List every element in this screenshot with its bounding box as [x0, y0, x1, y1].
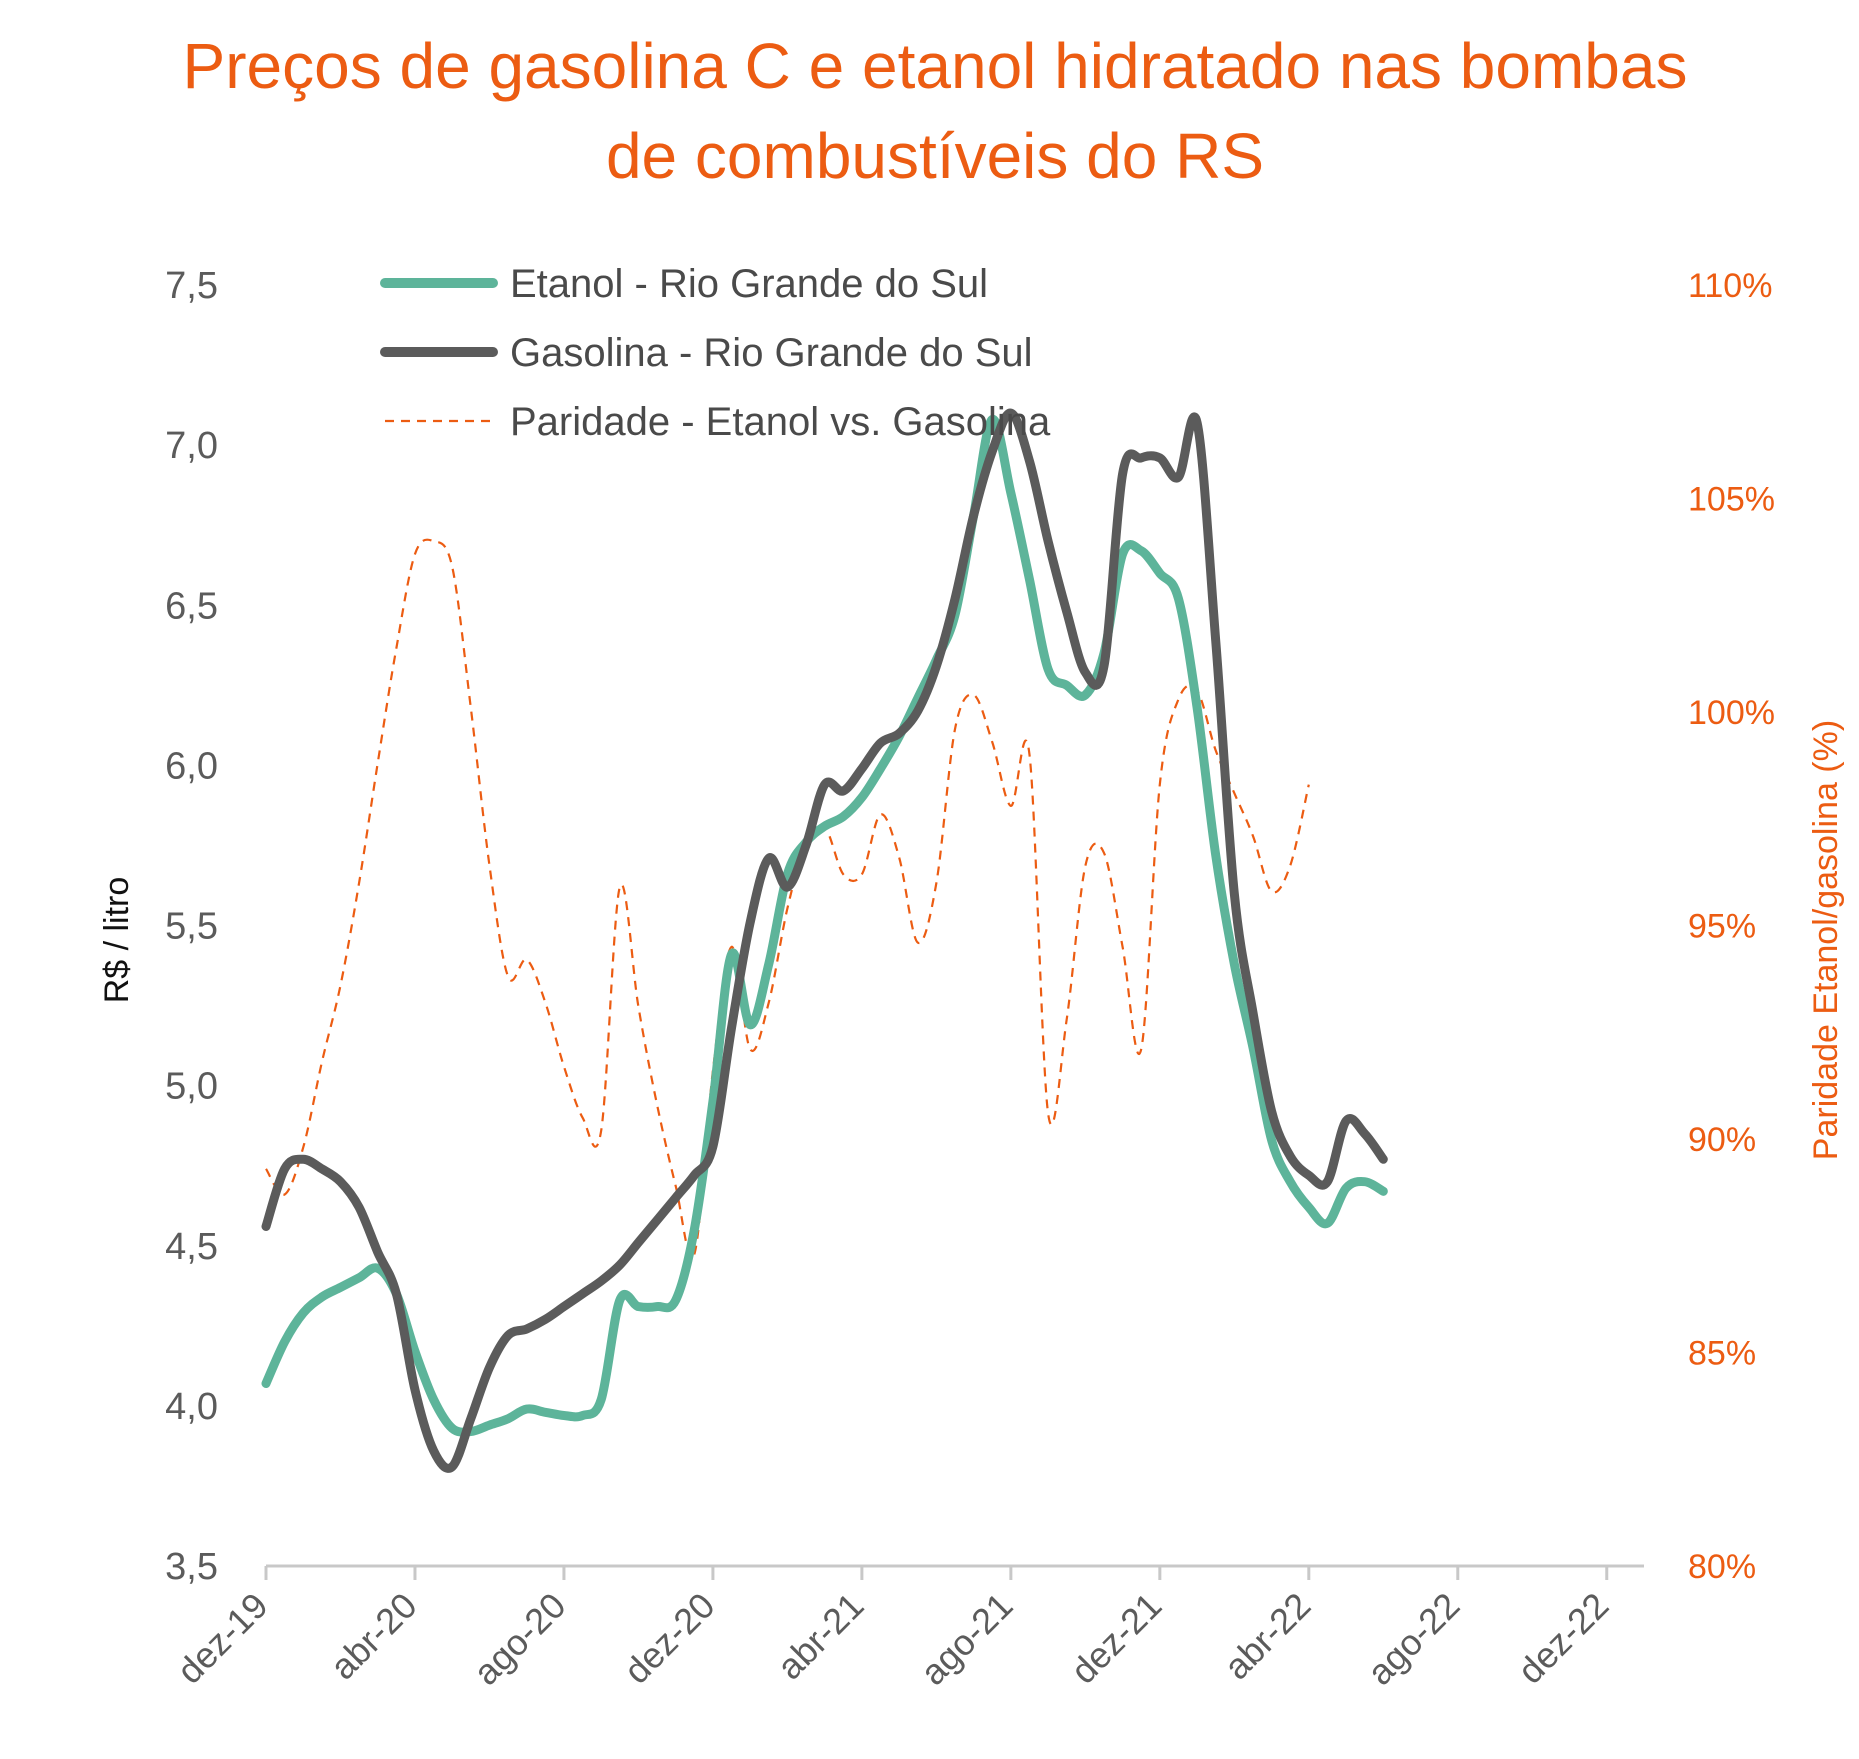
right-tick-label: 110% — [1688, 267, 1772, 305]
left-tick-label: 6,0 — [165, 745, 218, 787]
chart-title-line-2: de combustíveis do RS — [606, 120, 1264, 192]
left-axis-label: R$ / litro — [98, 877, 136, 1004]
right-tick-label: 95% — [1688, 908, 1756, 946]
left-axis-ticks: 3,5 4,0 4,5 5,0 5,5 6,0 6,5 7,0 7,5 — [165, 265, 218, 1588]
left-tick-label: 7,0 — [165, 425, 218, 467]
x-tick-label: abr-20 — [322, 1585, 425, 1688]
legend-paridade-label: Paridade - Etanol vs. Gasolina — [510, 400, 1051, 444]
series-paridade-line — [265, 538, 1310, 1259]
left-tick-label: 7,5 — [165, 265, 218, 307]
x-tick-label: dez-20 — [616, 1585, 723, 1692]
right-tick-label: 85% — [1688, 1335, 1756, 1373]
right-tick-label: 90% — [1688, 1121, 1756, 1159]
series-layer — [261, 408, 1388, 1473]
left-tick-label: 5,5 — [165, 906, 218, 948]
x-tick-label: ago-22 — [1359, 1585, 1467, 1693]
left-tick-label: 4,5 — [165, 1226, 218, 1268]
legend: Etanol - Rio Grande do Sul Gasolina - Ri… — [380, 262, 1051, 444]
x-tick-label: dez-22 — [1510, 1585, 1617, 1692]
right-tick-label: 100% — [1688, 694, 1775, 732]
right-tick-label: 80% — [1688, 1548, 1756, 1586]
chart-title-line-1: Preços de gasolina C e etanol hidratado … — [183, 30, 1688, 102]
left-tick-label: 5,0 — [165, 1066, 218, 1108]
legend-gasolina-label: Gasolina - Rio Grande do Sul — [510, 331, 1033, 375]
left-tick-label: 6,5 — [165, 585, 218, 627]
series-gasolina-line — [261, 408, 1388, 1473]
x-tick-label: ago-21 — [912, 1585, 1020, 1693]
x-tick-label: dez-21 — [1063, 1585, 1170, 1692]
left-tick-label: 3,5 — [165, 1546, 218, 1588]
x-tick-label: ago-20 — [465, 1585, 573, 1693]
right-axis-label: Paridade Etanol/gasolina (%) — [1807, 720, 1845, 1160]
left-tick-label: 4,0 — [165, 1386, 218, 1428]
legend-etanol-label: Etanol - Rio Grande do Sul — [510, 262, 988, 306]
x-tick-label: abr-22 — [1216, 1585, 1319, 1688]
x-tick-label: dez-19 — [169, 1585, 276, 1692]
right-tick-label: 105% — [1688, 481, 1775, 519]
x-axis: dez-19 abr-20 ago-20 dez-20 abr-21 ago-21 dez-… — [169, 1564, 1644, 1693]
right-axis-ticks: 80% 85% 90% 95% 100% 105% 110% — [1688, 267, 1775, 1586]
series-etanol-line — [261, 414, 1388, 1437]
x-tick-label: abr-21 — [769, 1585, 872, 1688]
